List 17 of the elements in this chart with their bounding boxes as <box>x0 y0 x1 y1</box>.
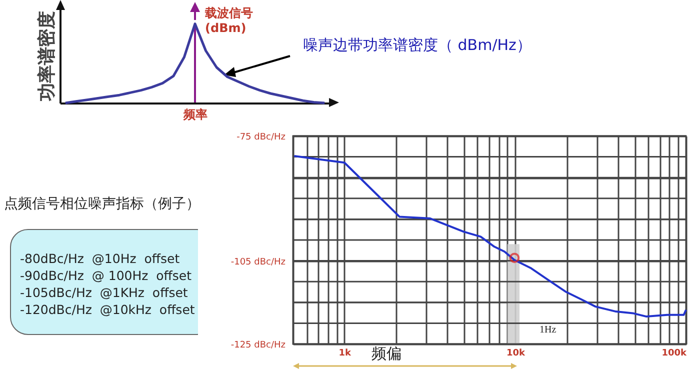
text: -90dBc/Hz @ 100Hz offset <box>20 268 192 283</box>
x-axis-title: 频偏 <box>372 344 402 362</box>
x-tick-label: 100k <box>662 348 688 358</box>
text: 点频信号相位噪声指标（例子） <box>4 195 200 213</box>
y-tick-label: -125 dBc/Hz <box>230 340 286 350</box>
y-axis-title: 功率谱密度 <box>36 11 58 102</box>
x-tick-label: 1k <box>338 348 352 358</box>
annotation: 噪声边带功率谱密度（ dBm/Hz） <box>303 36 532 55</box>
x-axis-title: 频率 <box>182 108 208 122</box>
text: -80dBc/Hz @10Hz offset <box>20 251 180 266</box>
band-label: 1Hz <box>540 324 557 336</box>
y-tick-label: -105 dBc/Hz <box>230 257 286 268</box>
text: -120dBc/Hz @10kHz offset <box>20 302 195 317</box>
y-tick-label: -75 dBc/Hz <box>236 132 286 142</box>
x-tick-label: 10k <box>506 348 526 358</box>
annotation: 载波信号 (dBm) <box>205 6 253 36</box>
text: -105dBc/Hz @1KHz offset <box>20 285 188 300</box>
